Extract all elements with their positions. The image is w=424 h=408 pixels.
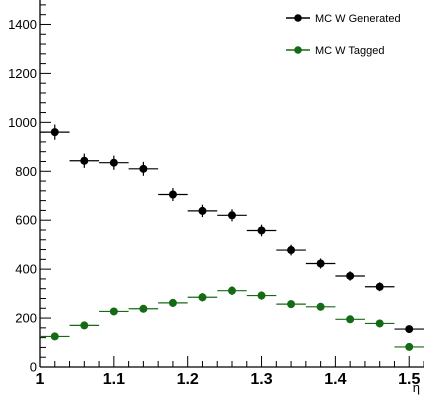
x-tick-label: 1.1 [103, 371, 125, 388]
data-point [109, 307, 118, 316]
y-tick-label: 1400 [8, 17, 37, 32]
data-point [50, 332, 59, 341]
y-tick-label: 1200 [8, 66, 37, 81]
y-tick-label: 400 [15, 262, 37, 277]
data-point [375, 282, 384, 291]
data-point [346, 271, 355, 280]
y-axis: 0 200 400 600 800 1000 1200 1400 [8, 4, 51, 375]
data-point [257, 291, 266, 300]
legend-marker [294, 46, 302, 54]
y-tick-label: 1000 [8, 115, 37, 130]
x-tick-label: 1.3 [250, 371, 272, 388]
legend-label: MC W Generated [315, 13, 401, 25]
data-point [346, 315, 355, 324]
data-point [405, 325, 414, 334]
series-generated [40, 124, 424, 334]
data-point [80, 321, 89, 330]
data-point [50, 128, 59, 137]
data-point [257, 226, 266, 235]
y-tick-label: 600 [15, 213, 37, 228]
series-tagged [40, 286, 424, 351]
data-point [375, 319, 384, 328]
legend-label: MC W Tagged [315, 45, 385, 57]
data-point [139, 164, 148, 173]
x-tick-label: 1.2 [177, 371, 199, 388]
x-tick-label: 1 [36, 371, 45, 388]
data-point [228, 211, 236, 220]
data-point [198, 206, 207, 215]
series-layer [40, 124, 424, 351]
data-point [80, 156, 89, 165]
data-point [198, 293, 207, 302]
data-point [228, 286, 236, 295]
x-tick-label: 1.5 [398, 371, 420, 388]
data-point [109, 158, 118, 167]
data-point [287, 246, 296, 255]
data-point [316, 302, 325, 311]
data-point [168, 298, 177, 307]
x-axis-title: η [413, 380, 420, 395]
legend: MC W Generated MC W Tagged [286, 13, 401, 57]
y-tick-label: 0 [30, 360, 37, 375]
y-tick-label: 800 [15, 164, 37, 179]
x-axis: 1 1.1 1.2 1.3 1.4 1.5 [36, 356, 424, 388]
data-point [287, 300, 296, 309]
y-tick-label: 200 [15, 311, 37, 326]
data-point [316, 259, 325, 268]
data-point [139, 304, 148, 313]
data-point [168, 190, 177, 199]
data-point [405, 342, 414, 351]
legend-marker [294, 14, 302, 22]
x-tick-label: 1.4 [324, 371, 346, 388]
